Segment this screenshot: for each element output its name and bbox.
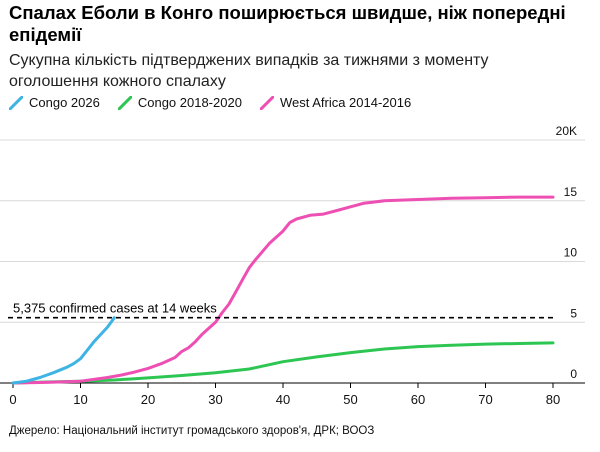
chart-subtitle: Сукупна кількість підтверджених випадків…: [9, 52, 489, 90]
annotation-label: 5,375 confirmed cases at 14 weeks: [13, 301, 217, 316]
x-tick-label-7: 70: [478, 392, 492, 407]
legend-item-congo-2018-2020: Congo 2018-2020: [117, 95, 242, 110]
x-tick-label-3: 30: [208, 392, 222, 407]
chart-title: Спалах Еболи в Конго поширюється швидше,…: [9, 2, 566, 45]
y-tick-label-2: 10: [564, 246, 578, 260]
y-tick-label-4: 20K: [556, 124, 577, 138]
chart-legend: Congo 2026 Congo 2018-2020 West Africa 2…: [9, 95, 429, 110]
x-tick-label-5: 50: [343, 392, 357, 407]
legend-swatch-congo-2018-2020: [117, 95, 132, 110]
series-line-west-africa-2014-2016: [11, 195, 555, 385]
legend-swatch-congo-2026: [9, 95, 23, 110]
x-tick-label-4: 40: [276, 392, 290, 407]
x-tick-label-0: 0: [9, 392, 16, 407]
x-tick-label-6: 60: [411, 392, 425, 407]
chart-source: Джерело: Національний інститут громадськ…: [9, 425, 375, 437]
y-tick-label-0: 0: [570, 367, 577, 381]
legend-item-congo-2026: Congo 2026: [9, 95, 100, 110]
legend-label-congo-2018-2020: Congo 2018-2020: [137, 95, 242, 110]
legend-swatch-west-africa: [259, 95, 274, 110]
legend-item-west-africa: West Africa 2014-2016: [259, 95, 412, 110]
x-tick-label-1: 10: [73, 392, 87, 407]
legend-label-west-africa: West Africa 2014-2016: [279, 95, 412, 110]
x-tick-label-8: 80: [546, 392, 560, 407]
y-tick-label-3: 15: [564, 185, 578, 199]
legend-label-congo-2026: Congo 2026: [29, 95, 100, 110]
series-line-congo-2018-2020: [11, 341, 555, 385]
y-tick-label-1: 5: [570, 306, 577, 320]
series-line-congo-2026: [11, 316, 116, 385]
x-tick-label-2: 20: [141, 392, 155, 407]
